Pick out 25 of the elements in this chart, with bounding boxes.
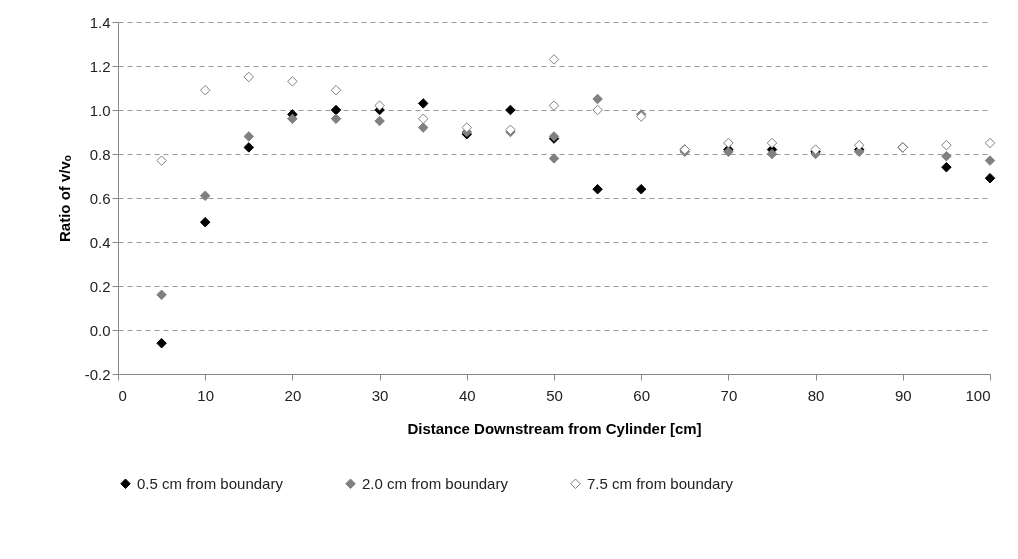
x-tick-label: 60 — [633, 386, 651, 404]
y-tick-label: 1.0 — [89, 101, 111, 119]
x-tick-label: 70 — [720, 386, 738, 404]
x-tick-label: 90 — [894, 386, 912, 404]
legend-label: 0.5 cm from boundary — [137, 474, 284, 492]
y-axis-title: Ratio of v/vₒ — [55, 155, 73, 242]
y-tick-label: 1.4 — [89, 13, 111, 31]
x-tick-label: 0 — [118, 386, 127, 404]
y-tick-label: 0.0 — [89, 321, 111, 339]
y-tick-label: 0.4 — [89, 233, 111, 251]
x-tick-label: 80 — [807, 386, 825, 404]
x-tick-label: 40 — [458, 386, 476, 404]
y-tick-label: 0.6 — [89, 189, 111, 207]
x-tick-label: 30 — [371, 386, 389, 404]
x-tick-label: 50 — [546, 386, 563, 404]
legend-label: 2.0 cm from boundary — [362, 474, 509, 492]
legend-label: 7.5 cm from boundary — [587, 474, 734, 492]
x-tick-label: 20 — [284, 386, 302, 404]
y-tick-label: 1.2 — [89, 57, 111, 75]
x-axis-title: Distance Downstream from Cylinder [cm] — [407, 419, 702, 437]
x-tick-label: 100 — [965, 386, 991, 404]
y-tick-label: 0.8 — [89, 145, 111, 163]
y-tick-label: 0.2 — [89, 277, 111, 295]
x-tick-label: 10 — [197, 386, 215, 404]
y-tick-label: -0.2 — [84, 365, 111, 383]
